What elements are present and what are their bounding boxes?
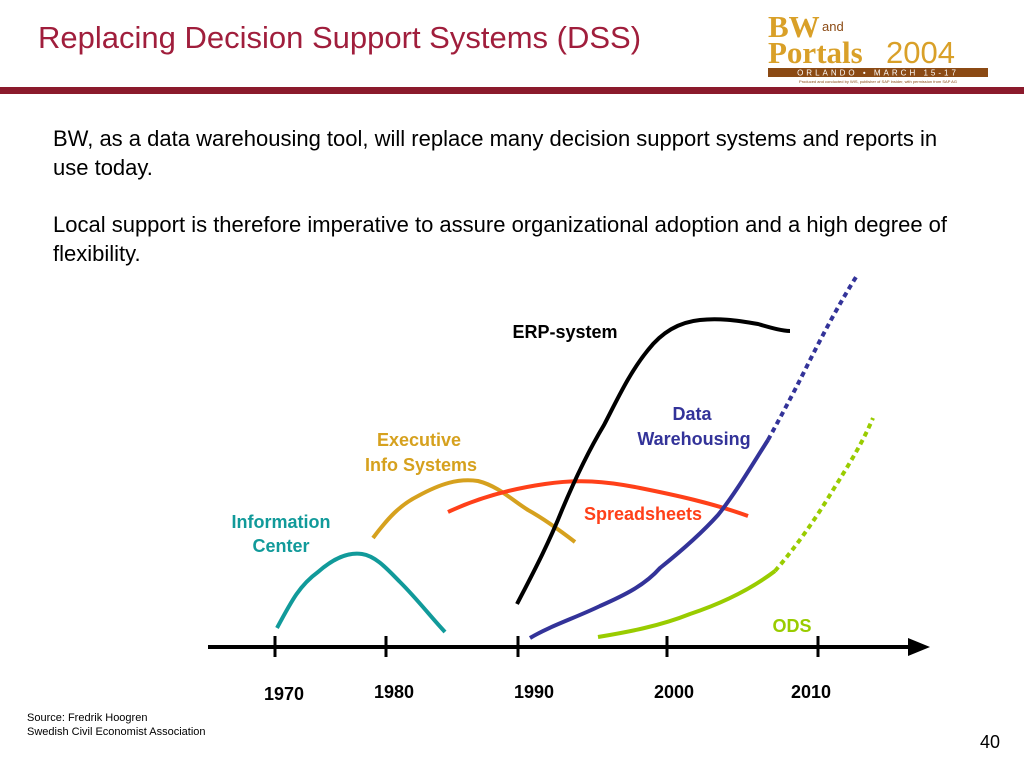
logo-event-text: ORLANDO • MARCH 15-17 [797, 69, 959, 78]
executive-info-systems-label-line-1: Executive [377, 430, 461, 450]
spreadsheets-curve [447, 479, 749, 518]
ods-label: ODS [772, 616, 811, 636]
data-warehousing-curve [528, 438, 770, 640]
body-paragraph-1: BW, as a data warehousing tool, will rep… [53, 126, 938, 180]
ods-projection [773, 417, 875, 573]
logo-bw-text: BW [768, 9, 820, 44]
year-label-1970: 1970 [264, 684, 304, 704]
slide-title: Replacing Decision Support Systems (DSS) [38, 20, 642, 55]
year-label-1980: 1980 [374, 682, 414, 702]
source-line-2: Swedish Civil Economist Association [27, 726, 206, 738]
bw-portals-2004-logo: BW and Portals 2004 ORLANDO • MARCH 15-1… [768, 9, 988, 84]
spreadsheets-label: Spreadsheets [584, 504, 702, 524]
logo-portals-text: Portals [768, 35, 863, 70]
logo-credit-text: Produced and conducted by WIS, publisher… [799, 79, 957, 84]
executive-info-systems-curve [371, 478, 577, 544]
ods-curve [597, 569, 777, 639]
executive-info-systems-label-line-2: Info Systems [365, 455, 477, 475]
header-rule [0, 87, 1024, 94]
information-center-label-line-2: Center [252, 536, 309, 556]
logo-year-text: 2004 [886, 35, 955, 70]
year-label-2010: 2010 [791, 682, 831, 702]
information-center-label-line-1: Information [232, 512, 331, 532]
logo-and-text: and [822, 19, 844, 34]
year-label-1990: 1990 [514, 682, 554, 702]
body-paragraph-2: Local support is therefore imperative to… [53, 212, 948, 266]
year-label-2000: 2000 [654, 682, 694, 702]
data-warehousing-label-line-1: Data [672, 404, 712, 424]
source-note: Source: Fredrik Hoogren Swedish Civil Ec… [27, 711, 206, 739]
data-warehousing-projection [766, 272, 860, 441]
information-center-curve [275, 551, 447, 634]
erp-system-label: ERP-system [512, 322, 617, 342]
page-number: 40 [980, 732, 1001, 752]
data-warehousing-label-line-2: Warehousing [637, 429, 750, 449]
erp-system-curve [515, 317, 791, 605]
source-line-1: Source: Fredrik Hoogren [27, 712, 148, 724]
logo-event-band [768, 68, 988, 77]
timeline-arrowhead [908, 638, 930, 656]
